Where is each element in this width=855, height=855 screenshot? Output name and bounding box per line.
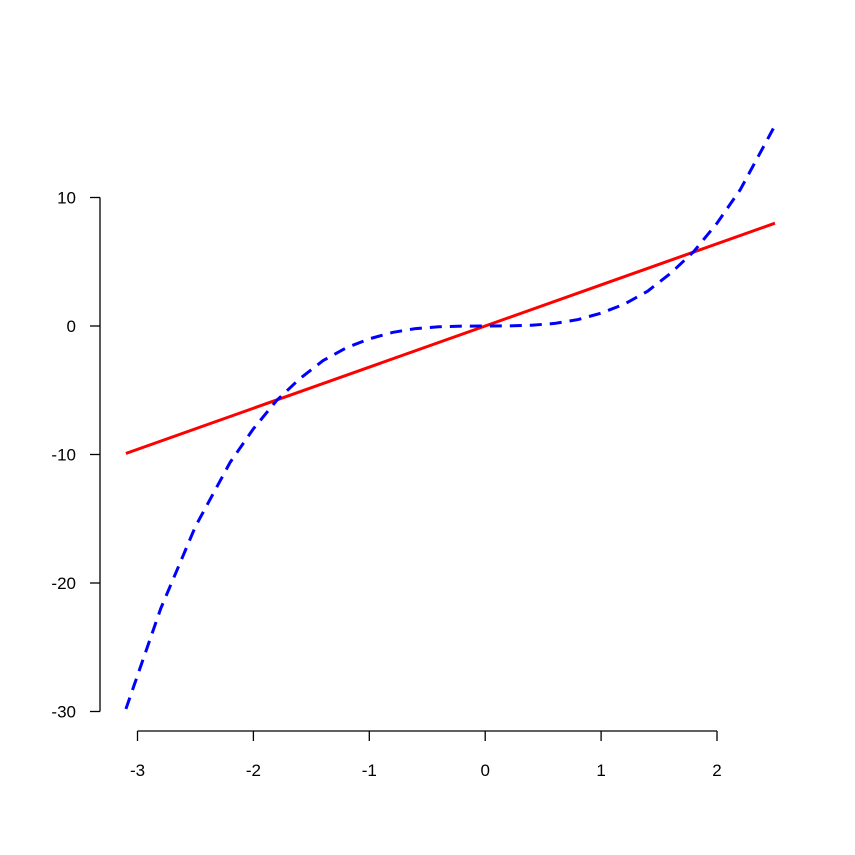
x-tick-label: 1: [596, 761, 605, 780]
plot-area: [124, 124, 777, 710]
y-tick-label: 0: [67, 317, 76, 336]
y-tick-label: -10: [51, 446, 76, 465]
y-tick-label: 10: [57, 189, 76, 208]
dashed-series-line: [124, 124, 777, 710]
y-tick-label: -20: [51, 574, 76, 593]
x-tick-label: -3: [130, 761, 145, 780]
y-tick-label: -30: [51, 703, 76, 722]
x-tick-label: 0: [480, 761, 489, 780]
solid-series-line: [125, 221, 776, 455]
x-tick-label: 2: [712, 761, 721, 780]
y-axis: -30 -20 -10 0 10: [51, 189, 101, 722]
x-axis: -3 -2 -1 0 1 2: [130, 730, 722, 780]
x-tick-label: -1: [362, 761, 377, 780]
x-tick-label: -2: [246, 761, 261, 780]
